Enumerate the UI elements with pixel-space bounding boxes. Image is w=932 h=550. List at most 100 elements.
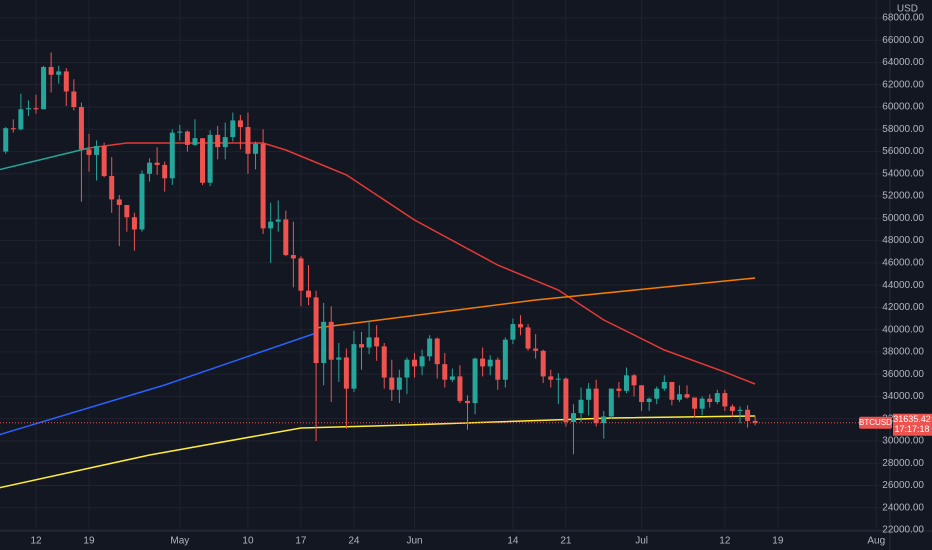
y-tick-label: 58000.00 — [882, 124, 924, 135]
last-price-label: 31635.42 — [893, 414, 931, 424]
candle-body — [752, 420, 758, 423]
y-tick-label: 48000.00 — [882, 235, 924, 246]
candle-body — [510, 324, 516, 340]
candle-body — [268, 221, 274, 229]
candle-body — [230, 120, 236, 138]
candle-body — [41, 66, 47, 110]
moving-average — [0, 147, 90, 171]
candle-body — [669, 381, 675, 400]
candle-body — [366, 337, 372, 348]
candle-body — [442, 364, 448, 380]
candle-body — [116, 199, 122, 205]
candle-body — [570, 413, 576, 423]
candle-body — [71, 91, 77, 108]
y-tick-label: 46000.00 — [882, 258, 924, 269]
moving-average — [0, 332, 317, 436]
candle-body — [555, 378, 561, 380]
x-tick-label: 17 — [295, 536, 307, 547]
candle-body — [684, 394, 690, 398]
y-tick-label: 54000.00 — [882, 168, 924, 179]
candle-body — [517, 324, 523, 328]
candle-body — [699, 398, 705, 409]
candle-body — [480, 358, 486, 367]
x-tick-label: 12 — [719, 536, 731, 547]
candle-body — [639, 385, 645, 402]
x-tick-label: 19 — [83, 536, 95, 547]
candle-body — [124, 204, 130, 218]
candle-body — [525, 327, 531, 349]
candle-body — [608, 388, 614, 417]
candle-body — [676, 394, 682, 400]
candle-body — [321, 321, 327, 364]
y-tick-label: 22000.00 — [882, 525, 924, 536]
candle-body — [722, 393, 728, 407]
candle-body — [449, 376, 455, 380]
candle-body — [389, 377, 395, 390]
candle-body — [457, 376, 463, 401]
candle-body — [714, 393, 720, 402]
candle-body — [343, 357, 349, 389]
candle-body — [464, 400, 470, 404]
axes: 22000.00 24000.00 26000.00 28000.00 30000.00… — [30, 13, 932, 547]
y-tick-label: 34000.00 — [882, 391, 924, 402]
y-tick-label: 30000.00 — [882, 436, 924, 447]
y-tick-label: 60000.00 — [882, 102, 924, 113]
y-tick-label: 42000.00 — [882, 302, 924, 313]
candle-body — [18, 109, 24, 130]
y-tick-label: 62000.00 — [882, 79, 924, 90]
x-tick-label: 10 — [242, 536, 254, 547]
candle-body — [654, 388, 660, 399]
y-tick-label: 24000.00 — [882, 502, 924, 513]
candle-body — [33, 108, 39, 110]
currency-label: USD — [897, 4, 918, 15]
candle-body — [381, 346, 387, 378]
y-tick-label: 52000.00 — [882, 191, 924, 202]
y-tick-label: 40000.00 — [882, 324, 924, 335]
y-tick-label: 36000.00 — [882, 369, 924, 380]
countdown-label: 17:17:18 — [894, 424, 929, 434]
candle-body — [94, 146, 100, 155]
candle-body — [548, 376, 554, 380]
candle-body — [25, 108, 31, 110]
candle-body — [396, 377, 402, 390]
candle-body — [533, 348, 539, 351]
candle-body — [631, 375, 637, 386]
y-tick-label: 50000.00 — [882, 213, 924, 224]
candle-body — [563, 378, 569, 423]
candle-body — [601, 416, 607, 424]
candle-body — [290, 255, 296, 259]
candle-body — [434, 338, 440, 365]
y-tick-label: 56000.00 — [882, 146, 924, 157]
candle-body — [154, 162, 160, 165]
candle-body — [692, 397, 698, 409]
y-tick-label: 44000.00 — [882, 280, 924, 291]
price-badge — [893, 413, 932, 436]
candle-body — [646, 398, 652, 402]
candle-body — [222, 137, 228, 148]
plot — [0, 52, 890, 489]
candle-body — [351, 344, 357, 389]
candle-body — [427, 338, 433, 357]
x-tick-label: Jun — [406, 536, 422, 547]
y-tick-label: 38000.00 — [882, 347, 924, 358]
candle-body — [86, 149, 92, 155]
candle-body — [253, 143, 259, 154]
candle-body — [169, 132, 175, 179]
candle-body — [586, 388, 592, 400]
candle-body — [192, 138, 198, 145]
candle-body — [616, 388, 622, 391]
candle-body — [374, 337, 380, 347]
candle-body — [729, 406, 735, 411]
candle-body — [139, 173, 145, 230]
candle-body — [177, 131, 183, 133]
candle-body — [245, 127, 251, 154]
candle-body — [3, 128, 9, 152]
candle-body — [306, 290, 312, 298]
candle-body — [412, 359, 417, 367]
moving-average — [316, 277, 756, 329]
candle-body — [131, 217, 137, 230]
y-tick-label: 64000.00 — [882, 57, 924, 68]
candle-body — [260, 143, 266, 229]
